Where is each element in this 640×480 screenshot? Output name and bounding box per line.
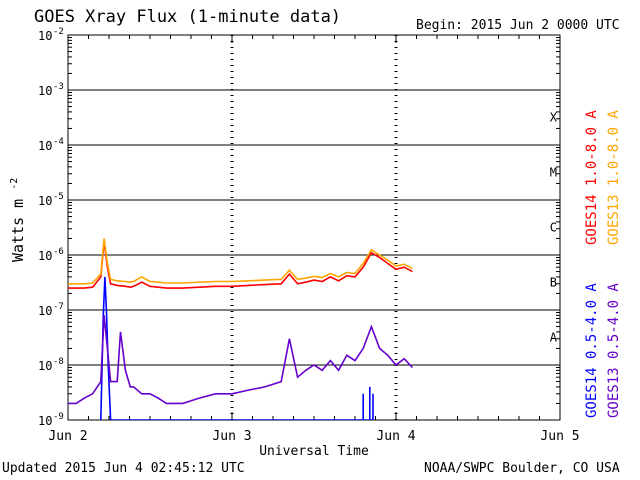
series-line	[68, 315, 413, 405]
x-tick-label: Jun 2	[48, 429, 87, 444]
y-tick-exponent: -2	[53, 27, 64, 37]
y-tick-label: 10	[38, 249, 52, 263]
y-tick-label: 10	[38, 29, 52, 43]
x-tick-label: Jun 5	[540, 429, 579, 444]
y-tick-label: 10	[38, 304, 52, 318]
legend-entry: GOES13 0.5-4.0 A	[606, 283, 622, 418]
plot-frame	[67, 34, 561, 421]
y-tick-exponent: -3	[53, 82, 64, 92]
series-line	[100, 276, 374, 420]
begin-time: Begin: 2015 Jun 2 0000 UTC	[416, 18, 620, 33]
legend-entry: GOES13 1.0-8.0 A	[606, 110, 622, 245]
y-axis-label: Watts m -2	[9, 178, 27, 262]
y-tick-exponent: -6	[53, 247, 64, 257]
y-tick-exponent: -7	[53, 302, 64, 312]
legend-entry: GOES14 0.5-4.0 A	[584, 283, 600, 418]
flare-class-label: C	[550, 221, 557, 235]
flare-class-label: M	[550, 166, 557, 180]
series-line	[68, 240, 413, 289]
x-tick-label: Jun 4	[376, 429, 415, 444]
updated-timestamp: Updated 2015 Jun 4 02:45:12 UTC	[2, 461, 245, 476]
x-axis-label: Universal Time	[259, 444, 369, 459]
y-tick-exponent: -5	[53, 192, 64, 202]
y-tick-label: 10	[38, 414, 52, 428]
x-tick-label: Jun 3	[212, 429, 251, 444]
y-tick-label: 10	[38, 194, 52, 208]
y-tick-label: 10	[38, 359, 52, 373]
y-tick-exponent: -9	[53, 412, 64, 422]
y-tick-label: 10	[38, 84, 52, 98]
legend-entry: GOES14 1.0-8.0 A	[584, 110, 600, 245]
flare-class-label: X	[550, 111, 558, 125]
y-tick-exponent: -4	[53, 137, 64, 147]
series-line	[68, 238, 413, 285]
y-tick-label: 10	[38, 139, 52, 153]
chart-title: GOES Xray Flux (1-minute data)	[34, 7, 342, 27]
flare-class-label: B	[550, 276, 557, 290]
flare-class-label: A	[550, 331, 558, 345]
y-tick-exponent: -8	[53, 357, 64, 367]
credit-text: NOAA/SWPC Boulder, CO USA	[424, 461, 620, 476]
